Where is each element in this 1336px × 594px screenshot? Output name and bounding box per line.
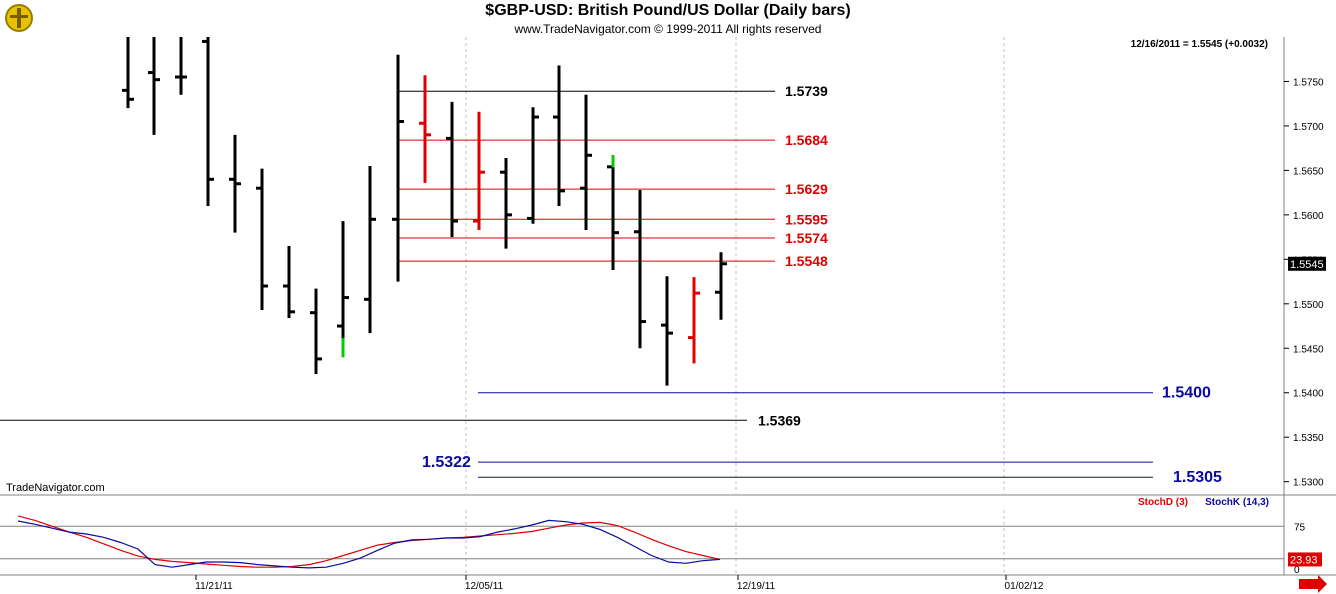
ohlc-bar (607, 155, 619, 271)
level-label: 1.5595 (785, 211, 828, 227)
stoch-d-legend: StochD (3) (1138, 497, 1188, 508)
level-label: 1.5322 (422, 454, 471, 471)
ohlc-bar (634, 189, 646, 349)
date-tick-label: 12/19/11 (737, 581, 776, 592)
ohlc-bar (122, 37, 134, 109)
date-axis: 11/21/11 12/05/11 12/19/11 01/02/12 (195, 575, 1044, 592)
stoch-tick-label: 0 (1294, 565, 1300, 576)
stoch-k-legend: StochK (14,3) (1205, 497, 1269, 508)
ohlc-bar (446, 101, 458, 238)
stoch-current-box (1288, 552, 1322, 567)
ohlc-bar (715, 252, 727, 320)
level-label: 1.5400 (1162, 385, 1211, 402)
ohlc-bar (553, 65, 565, 206)
trade-navigator-logo-icon (4, 3, 34, 33)
price-tick-label: 1.5700 (1293, 122, 1324, 133)
level-label: 1.5369 (758, 412, 801, 428)
ohlc-bar (256, 168, 268, 311)
ohlc-bars (122, 37, 727, 386)
level-label: 1.5548 (785, 253, 828, 269)
ohlc-bar (229, 134, 241, 233)
level-label: 1.5684 (785, 132, 828, 148)
price-tick-label: 1.5450 (1293, 344, 1324, 355)
ohlc-bar (392, 54, 404, 282)
current-price-box (1288, 256, 1326, 271)
price-tick-label: 1.5300 (1293, 478, 1324, 489)
ohlc-bar (148, 37, 160, 135)
support-resistance-levels: 1.5739 1.5684 1.5629 1.5595 1.5574 1.5548 1.54… (0, 83, 1222, 486)
ohlc-bar (580, 94, 592, 230)
date-tick-label: 11/21/11 (195, 581, 233, 592)
ohlc-bar (337, 221, 349, 358)
level-label: 1.5739 (785, 83, 828, 99)
price-tick-label: 1.5750 (1293, 77, 1324, 88)
level-label: 1.5574 (785, 230, 828, 246)
last-quote-label: 12/16/2011 = 1.5545 (+0.0032) (1131, 39, 1268, 50)
chart-grid (0, 37, 1336, 576)
price-tick-label: 1.5600 (1293, 211, 1324, 222)
ohlc-bar (500, 157, 512, 249)
ohlc-bar (175, 37, 187, 95)
price-tick-label: 1.5400 (1293, 389, 1324, 400)
ohlc-bar (473, 111, 485, 230)
chart-header: $GBP-USD: British Pound/US Dollar (Daily… (0, 0, 1336, 37)
ohlc-bar (283, 245, 295, 319)
stoch-tick-label: 75 (1294, 522, 1306, 533)
current-price-label: 1.5545 (1290, 259, 1324, 271)
price-tick-label: 1.5350 (1293, 433, 1324, 444)
price-tick-label: 1.5650 (1293, 166, 1324, 177)
stoch-d-line (17, 515, 721, 568)
ohlc-bar (688, 277, 700, 364)
level-label: 1.5629 (785, 181, 828, 197)
stoch-current-label: 23.93 (1290, 554, 1318, 566)
ohlc-bar (419, 75, 431, 183)
stoch-k-line (17, 519, 721, 569)
price-axis: 1.57501.57001.56501.56001.55501.55001.54… (1284, 77, 1326, 489)
scroll-right-arrow-icon[interactable] (1299, 575, 1327, 593)
chart-title: $GBP-USD: British Pound/US Dollar (Daily… (485, 2, 851, 19)
level-label: 1.5305 (1173, 469, 1222, 486)
date-tick-label: 01/02/12 (1005, 581, 1044, 592)
ohlc-bar (310, 288, 322, 375)
date-tick-label: 12/05/11 (465, 581, 504, 592)
watermark-text: TradeNavigator.com (6, 482, 105, 494)
price-tick-label: 1.5500 (1293, 300, 1324, 311)
ohlc-bar (661, 276, 673, 386)
ohlc-bar (364, 165, 376, 334)
stochastic-panel: 7525023.93 (0, 515, 1322, 576)
ohlc-bar (527, 107, 539, 224)
ohlc-bar (202, 37, 214, 206)
copyright-notice: www.TradeNavigator.com © 1999-2011 All r… (514, 22, 822, 36)
